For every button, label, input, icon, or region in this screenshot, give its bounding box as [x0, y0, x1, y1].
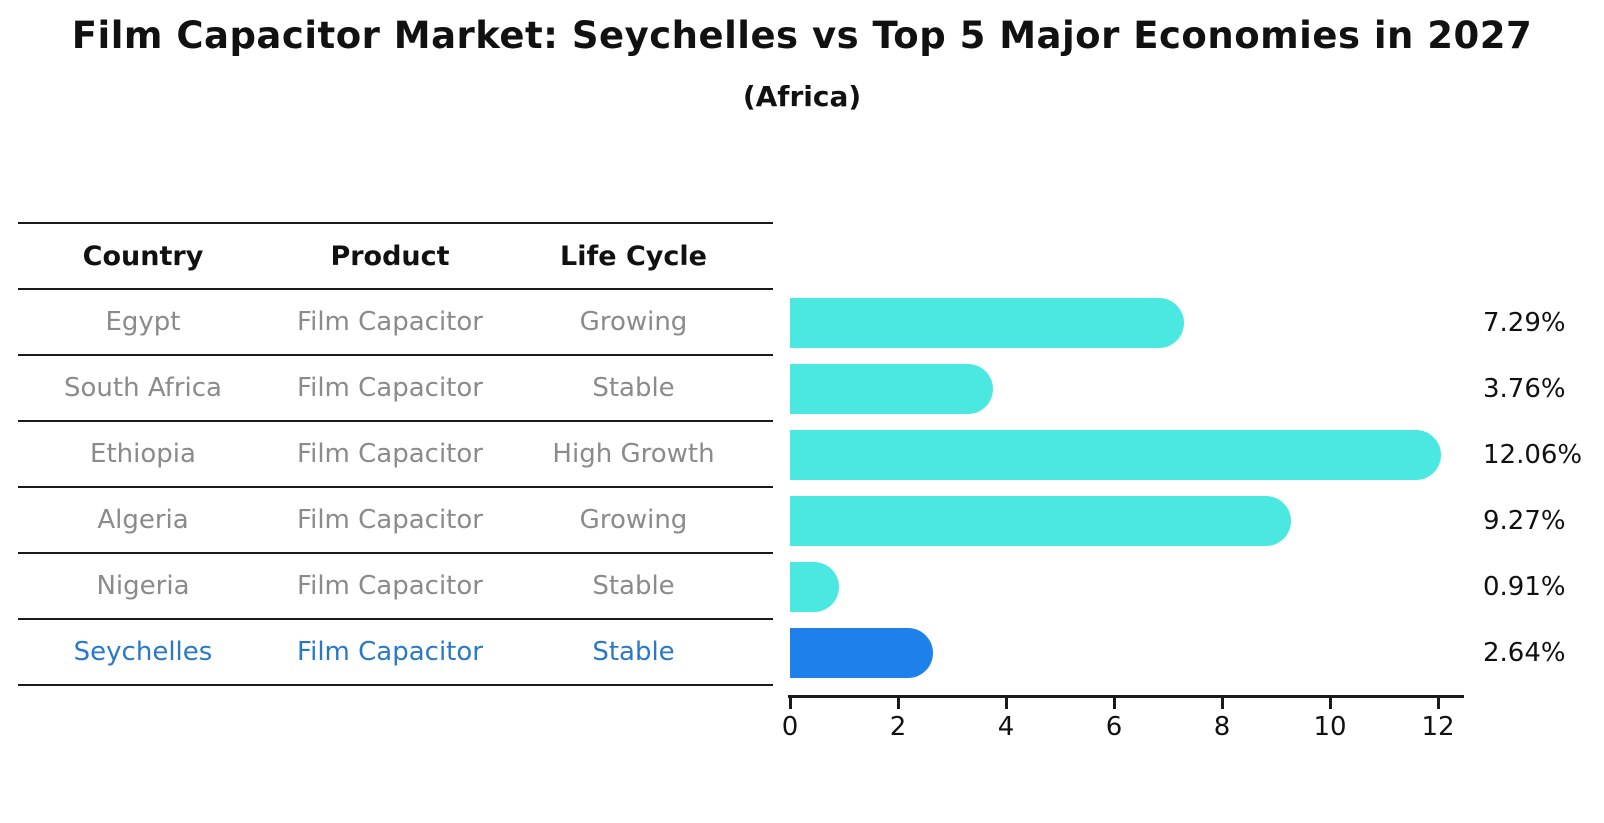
value-label-ethiopia: 12.06% — [1483, 440, 1583, 470]
x-tick-12 — [1437, 698, 1440, 709]
cell-product: Film Capacitor — [297, 505, 483, 535]
cell-life-cycle: High Growth — [552, 439, 715, 469]
header-product: Product — [330, 240, 450, 272]
table-row-egypt: Egypt Film Capacitor Growing — [18, 290, 773, 356]
cell-country: Ethiopia — [90, 439, 196, 469]
table-row-ethiopia: Ethiopia Film Capacitor High Growth — [18, 422, 773, 488]
bar-nigeria — [790, 562, 839, 612]
header-life-cycle: Life Cycle — [560, 240, 707, 272]
cell-life-cycle: Growing — [579, 307, 688, 337]
table-row-seychelles: Seychelles Film Capacitor Stable — [18, 620, 773, 686]
bar-south-africa — [790, 364, 993, 414]
x-tick-8 — [1221, 698, 1224, 709]
x-tick-4 — [1005, 698, 1008, 709]
x-tick-2 — [897, 698, 900, 709]
value-label-algeria: 9.27% — [1483, 506, 1566, 536]
cell-country: Algeria — [97, 505, 189, 535]
cell-life-cycle: Stable — [592, 373, 675, 403]
x-tick-label-0: 0 — [781, 712, 799, 742]
value-label-nigeria: 0.91% — [1483, 572, 1566, 602]
value-label-seychelles: 2.64% — [1483, 638, 1566, 668]
x-tick-label-2: 2 — [889, 712, 907, 742]
cell-product: Film Capacitor — [297, 571, 483, 601]
bar-egypt — [790, 298, 1184, 348]
chart-title: Film Capacitor Market: Seychelles vs Top… — [71, 14, 1533, 57]
cell-life-cycle: Growing — [579, 505, 688, 535]
table-header-row: Country Product Life Cycle — [18, 222, 773, 290]
x-tick-label-6: 6 — [1105, 712, 1123, 742]
header-country: Country — [82, 240, 204, 272]
x-tick-label-12: 12 — [1421, 712, 1455, 742]
x-tick-10 — [1329, 698, 1332, 709]
table-body: Egypt Film Capacitor Growing South Africa Fi… — [18, 290, 773, 686]
x-tick-label-10: 10 — [1313, 712, 1347, 742]
bar-seychelles — [790, 628, 933, 678]
x-tick-6 — [1113, 698, 1116, 709]
cell-product: Film Capacitor — [297, 373, 483, 403]
x-tick-0 — [789, 698, 792, 709]
cell-product: Film Capacitor — [297, 637, 483, 667]
cell-country: South Africa — [64, 373, 222, 403]
chart-subtitle: (Africa) — [742, 80, 862, 113]
data-table: Country Product Life Cycle Egypt Film Cap… — [18, 222, 773, 686]
table-row-algeria: Algeria Film Capacitor Growing — [18, 488, 773, 554]
table-row-south-africa: South Africa Film Capacitor Stable — [18, 356, 773, 422]
cell-country: Nigeria — [96, 571, 190, 601]
cell-product: Film Capacitor — [297, 439, 483, 469]
cell-life-cycle: Stable — [592, 571, 675, 601]
cell-product: Film Capacitor — [297, 307, 483, 337]
cell-country: Seychelles — [73, 637, 213, 667]
x-axis-line — [788, 695, 1464, 698]
x-tick-label-8: 8 — [1213, 712, 1231, 742]
table-row-nigeria: Nigeria Film Capacitor Stable — [18, 554, 773, 620]
x-tick-label-4: 4 — [997, 712, 1015, 742]
bar-algeria — [790, 496, 1291, 546]
bar-ethiopia — [790, 430, 1441, 480]
cell-life-cycle: Stable — [592, 637, 675, 667]
cell-country: Egypt — [105, 307, 181, 337]
value-label-south-africa: 3.76% — [1483, 374, 1566, 404]
value-label-egypt: 7.29% — [1483, 308, 1566, 338]
